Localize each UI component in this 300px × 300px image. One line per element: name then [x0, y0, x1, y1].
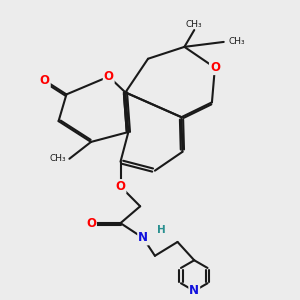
Text: O: O — [116, 180, 125, 193]
Text: O: O — [210, 61, 220, 74]
Text: N: N — [138, 232, 148, 244]
Text: CH₃: CH₃ — [186, 20, 202, 28]
Text: O: O — [40, 74, 50, 87]
Text: N: N — [189, 284, 199, 297]
Text: CH₃: CH₃ — [228, 38, 245, 46]
Text: CH₃: CH₃ — [50, 154, 66, 163]
Text: H: H — [158, 225, 166, 235]
Text: O: O — [104, 70, 114, 83]
Text: O: O — [86, 217, 96, 230]
